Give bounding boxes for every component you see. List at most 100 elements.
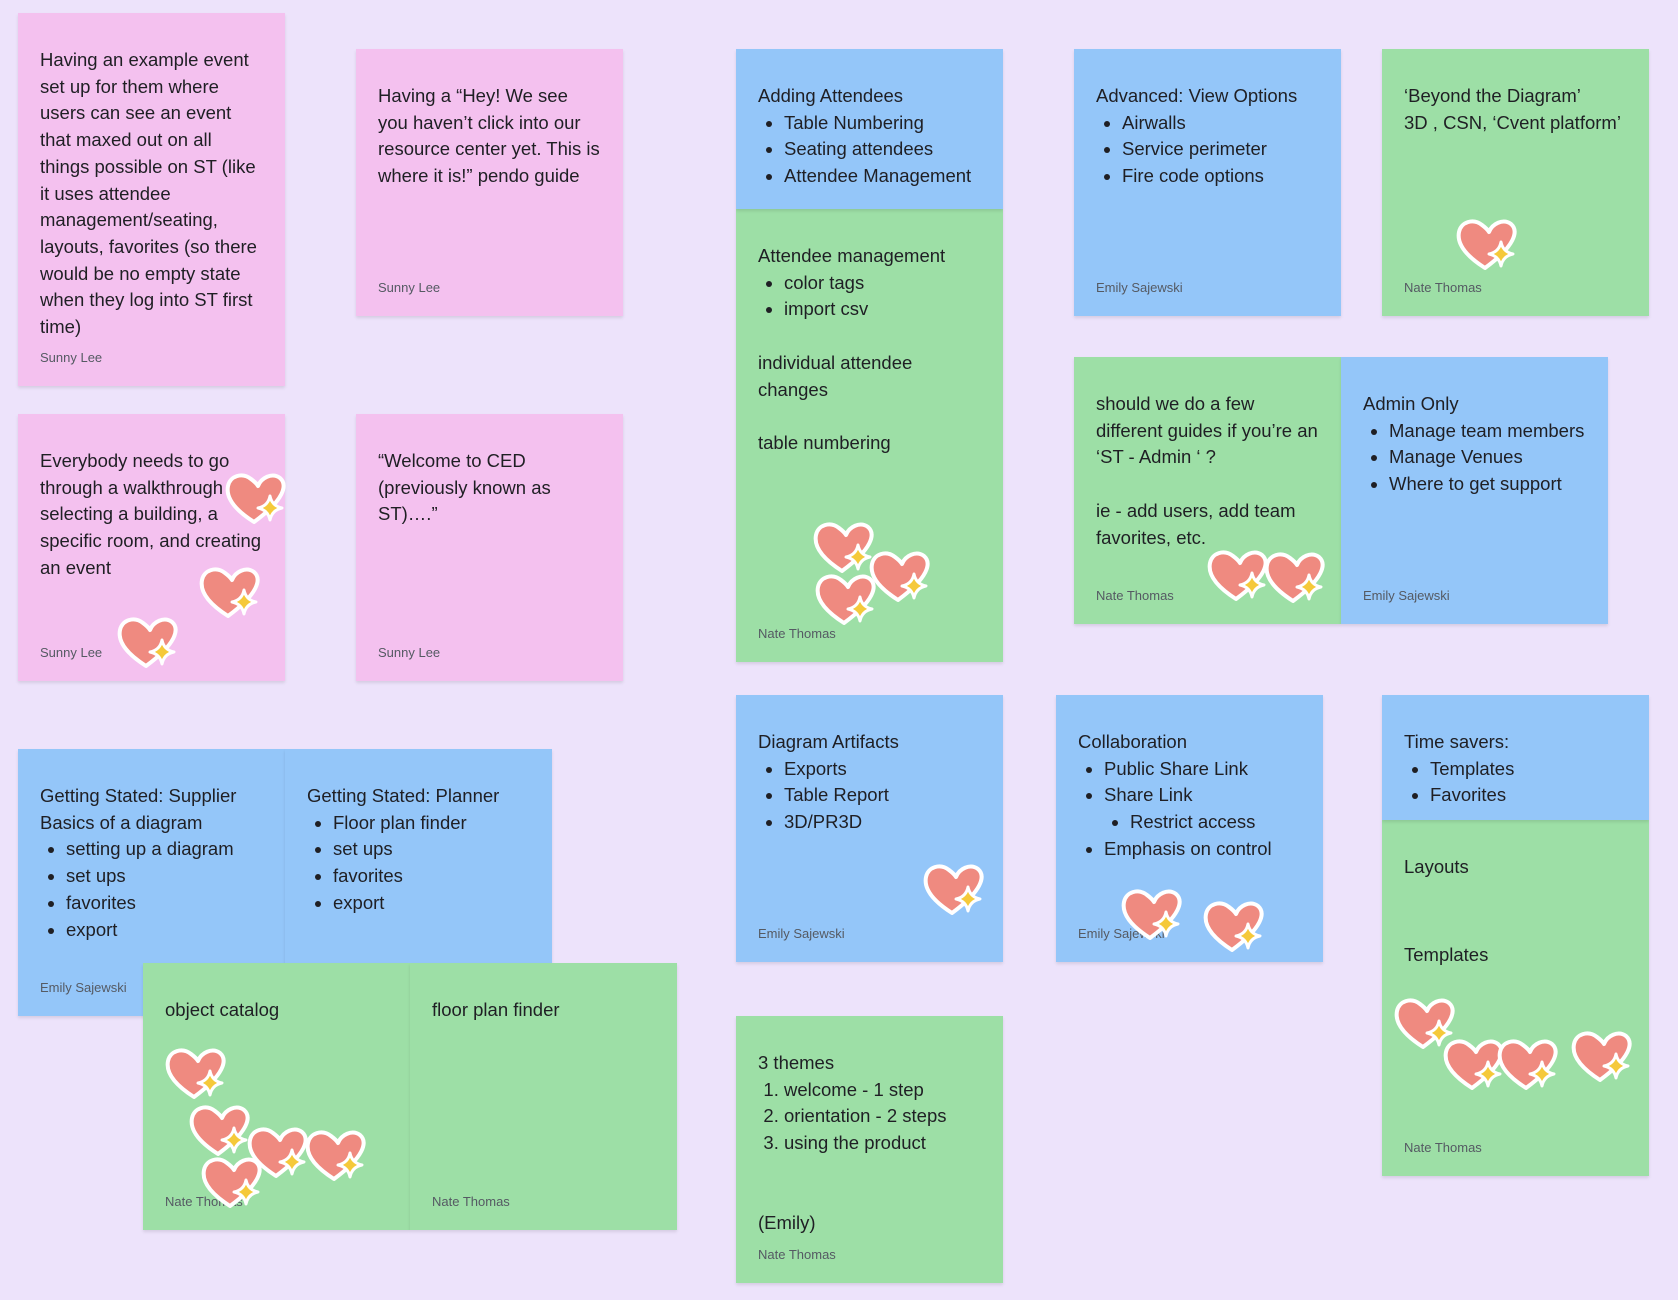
note-list-item: Seating attendees — [784, 136, 981, 163]
note-list: Public Share Link Share Link Restrict ac… — [1078, 756, 1301, 863]
note-paragraph: should we do a few different guides if y… — [1096, 393, 1318, 468]
note-title: Admin Only — [1363, 393, 1459, 414]
note-author: Sunny Lee — [378, 645, 441, 660]
sticky-note-collaboration[interactable]: Collaboration Public Share Link Share Li… — [1056, 695, 1323, 962]
note-author: Nate Thomas — [1404, 280, 1482, 295]
note-text: Having an example event set up for them … — [40, 49, 257, 338]
sticky-note-diagram-artifacts[interactable]: Diagram Artifacts Exports Table Report 3… — [736, 695, 1003, 962]
sticky-note-3-themes[interactable]: 3 themes welcome - 1 step orientation - … — [736, 1016, 1003, 1283]
note-list-item: Service perimeter — [1122, 136, 1319, 163]
note-sublist: Restrict access — [1104, 809, 1301, 836]
note-list-item: Table Numbering — [784, 110, 981, 137]
note-author: Nate Thomas — [758, 626, 836, 641]
note-list-item: color tags — [784, 270, 981, 297]
note-list-item: Public Share Link — [1104, 756, 1301, 783]
note-list-item: Exports — [784, 756, 981, 783]
note-text: Everybody needs to go through a walkthro… — [40, 450, 262, 578]
note-list-item: orientation - 2 steps — [784, 1103, 981, 1130]
heart-sparkle-icon[interactable] — [200, 1152, 264, 1214]
note-text: Having a “Hey! We see you haven’t click … — [378, 85, 600, 187]
note-author: Emily Sajewski — [1096, 280, 1183, 295]
note-author: Sunny Lee — [40, 645, 103, 660]
note-author: Nate Thomas — [432, 1194, 510, 1209]
note-ordered-list: welcome - 1 step orientation - 2 steps u… — [758, 1077, 981, 1157]
note-list-item: Emphasis on control — [1104, 836, 1301, 863]
note-list: Table Numbering Seating attendees Attend… — [758, 110, 981, 190]
note-list-item: favorites — [66, 890, 263, 917]
note-list-item: set ups — [66, 863, 263, 890]
sticky-note-layouts-templates[interactable]: Layouts Templates Nate Thomas — [1382, 820, 1649, 1176]
note-subtitle: Basics of a diagram — [40, 811, 203, 833]
note-list-item: Attendee Management — [784, 163, 981, 190]
note-list-item: favorites — [333, 863, 530, 890]
note-list-item: 3D/PR3D — [784, 809, 981, 836]
note-text: object catalog — [165, 999, 280, 1020]
sticky-note-adding-attendees[interactable]: Adding Attendees Table Numbering Seating… — [736, 49, 1003, 209]
sticky-note-welcome-ced[interactable]: “Welcome to CED (previously known as ST)… — [356, 414, 623, 681]
note-text: ‘Beyond the Diagram’ — [1404, 85, 1581, 106]
heart-sparkle-icon[interactable] — [1455, 214, 1519, 276]
sticky-note-admin-only[interactable]: Admin Only Manage team members Manage Ve… — [1341, 357, 1608, 624]
note-list: color tags import csv — [758, 270, 981, 323]
sticky-note-object-catalog[interactable]: object catalog Nate Thomas — [143, 963, 410, 1230]
sticky-note-pendo-guide[interactable]: Having a “Hey! We see you haven’t click … — [356, 49, 623, 316]
heart-sparkle-icon[interactable] — [922, 859, 986, 921]
heart-sparkle-icon[interactable] — [1496, 1034, 1560, 1096]
note-title: Diagram Artifacts — [758, 731, 899, 752]
note-text: “Welcome to CED (previously known as ST)… — [378, 450, 551, 525]
note-list: Floor plan finder set ups favorites expo… — [307, 810, 530, 917]
heart-sparkle-icon[interactable] — [1120, 884, 1184, 946]
note-title: Attendee management — [758, 245, 946, 266]
note-list-item: Floor plan finder — [333, 810, 530, 837]
note-author: Sunny Lee — [378, 280, 441, 295]
note-list: Exports Table Report 3D/PR3D — [758, 756, 981, 836]
note-list-item: Manage Venues — [1389, 444, 1586, 471]
heart-sparkle-icon[interactable] — [1570, 1026, 1634, 1088]
heart-sparkle-icon[interactable] — [224, 468, 288, 530]
note-list-item: import csv — [784, 296, 981, 323]
note-list: Manage team members Manage Venues Where … — [1363, 418, 1586, 498]
note-list-item: Favorites — [1430, 782, 1627, 809]
note-list-item: Where to get support — [1389, 471, 1586, 498]
note-list-item: export — [66, 917, 263, 944]
heart-sparkle-icon[interactable] — [1202, 896, 1266, 958]
sticky-note-time-savers[interactable]: Time savers: Templates Favorites — [1382, 695, 1649, 820]
heart-sparkle-icon[interactable] — [1263, 547, 1327, 609]
note-list: setting up a diagram set ups favorites e… — [40, 836, 263, 943]
note-author: Emily Sajewski — [40, 980, 127, 995]
note-text: Templates — [1404, 944, 1489, 966]
heart-sparkle-icon[interactable] — [1206, 545, 1270, 607]
note-text: 3D , CSN, ‘Cvent platform’ — [1404, 111, 1621, 133]
sticky-note-floor-plan-finder[interactable]: floor plan finder Nate Thomas — [410, 963, 677, 1230]
note-list-item: export — [333, 890, 530, 917]
note-title: Getting Stated: Supplier — [40, 785, 237, 806]
heart-sparkle-icon[interactable] — [164, 1043, 228, 1105]
note-list-item: Templates — [1430, 756, 1627, 783]
note-author: Nate Thomas — [758, 1247, 836, 1262]
note-title: 3 themes — [758, 1052, 835, 1073]
note-author: Emily Sajewski — [1363, 588, 1450, 603]
heart-sparkle-icon[interactable] — [814, 569, 878, 631]
note-list-item: using the product — [784, 1130, 981, 1157]
note-author: Nate Thomas — [1404, 1140, 1482, 1155]
note-footer: (Emily) — [758, 1212, 816, 1234]
note-title: Advanced: View Options — [1096, 85, 1298, 106]
note-sublist-item: Restrict access — [1130, 809, 1301, 836]
note-list-item: set ups — [333, 836, 530, 863]
note-list-item: Airwalls — [1122, 110, 1319, 137]
note-paragraph: ie - add users, add team favorites, etc. — [1096, 499, 1296, 548]
note-author: Nate Thomas — [1096, 588, 1174, 603]
sticky-note-example-event[interactable]: Having an example event set up for them … — [18, 13, 285, 386]
note-list-item: setting up a diagram — [66, 836, 263, 863]
sticky-note-view-options[interactable]: Advanced: View Options Airwalls Service … — [1074, 49, 1341, 316]
heart-sparkle-icon[interactable] — [116, 612, 180, 674]
sticky-note-beyond-diagram[interactable]: ‘Beyond the Diagram’ 3D , CSN, ‘Cvent pl… — [1382, 49, 1649, 316]
note-list-item: welcome - 1 step — [784, 1077, 981, 1104]
heart-sparkle-icon[interactable] — [304, 1125, 368, 1187]
note-list: Templates Favorites — [1404, 756, 1627, 809]
heart-sparkle-icon[interactable] — [198, 562, 262, 624]
note-paragraph: individual attendee changes — [758, 351, 913, 400]
sticky-note-admin-guides[interactable]: should we do a few different guides if y… — [1074, 357, 1341, 624]
note-text: Layouts — [1404, 856, 1469, 877]
